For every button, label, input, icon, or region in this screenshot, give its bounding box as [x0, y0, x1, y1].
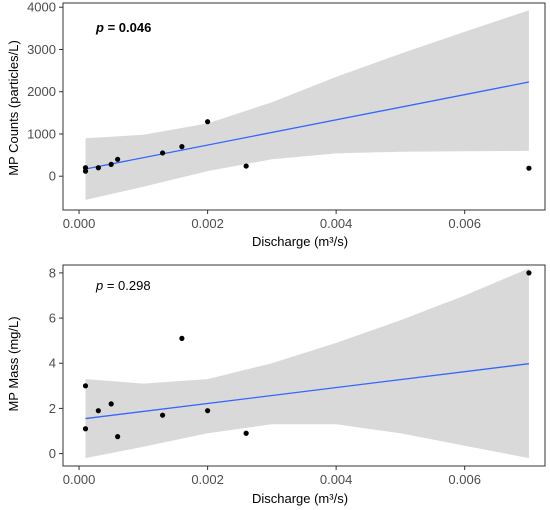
mass-data-point — [108, 401, 114, 407]
counts-x-tick-label: 0.004 — [320, 216, 353, 231]
counts-data-point — [205, 119, 211, 125]
mass-panel-border — [62, 264, 546, 467]
mass-p-value: p = 0.298 — [95, 278, 151, 293]
counts-data-point — [95, 165, 101, 171]
mass-data-point — [115, 434, 121, 440]
counts-y-axis-label: MP Counts (particles/L) — [6, 40, 21, 176]
counts-y-tick-label: 3000 — [27, 42, 56, 57]
counts-data-point — [160, 150, 166, 156]
counts-panel-border — [62, 2, 546, 211]
counts-regression-line — [85, 81, 530, 170]
counts-data-point — [243, 163, 249, 169]
counts-data-point — [179, 144, 185, 150]
mass-x-tick-label: 0.004 — [320, 472, 353, 487]
mass-data-point — [243, 430, 249, 436]
counts-x-tick-label: 0.006 — [448, 216, 481, 231]
mass-data-point — [82, 383, 89, 389]
mass-x-tick-label: 0.006 — [448, 472, 481, 487]
mass-y-axis-label: MP Mass (mg/L) — [6, 316, 21, 411]
mass-regression-line — [85, 363, 530, 420]
mass-data-point — [205, 408, 211, 414]
counts-data-point — [526, 165, 532, 171]
counts-y-tick-label: 4000 — [27, 0, 56, 15]
mass-y-tick-label: 4 — [49, 356, 56, 371]
mass-x-tick-label: 0.002 — [191, 472, 224, 487]
counts-y-tick-label: 0 — [49, 169, 56, 184]
mass-confidence-band — [85, 268, 529, 459]
mass-data-point — [82, 426, 89, 432]
counts-plot-area — [82, 10, 532, 200]
mass-plot-area — [82, 268, 532, 459]
counts-y-tick-label: 1000 — [27, 126, 56, 141]
mass-data-point — [160, 412, 166, 418]
counts-panel: MP Counts (particles/L) Discharge (m³/s)… — [6, 0, 546, 249]
counts-confidence-band — [85, 10, 529, 200]
counts-x-axis-label: Discharge (m³/s) — [252, 234, 348, 249]
mass-data-point — [179, 335, 185, 341]
mass-y-tick-label: 8 — [49, 265, 56, 280]
mass-data-point — [95, 408, 101, 414]
mass-y-tick-label: 0 — [49, 446, 56, 461]
counts-p-value: p = 0.046 — [95, 20, 151, 35]
counts-y-tick-label: 2000 — [27, 84, 56, 99]
mass-x-axis-label: Discharge (m³/s) — [252, 491, 348, 506]
mass-y-tick-label: 2 — [49, 401, 56, 416]
mass-data-point — [526, 270, 532, 276]
mass-panel: MP Mass (mg/L) Discharge (m³/s) p = 0.29… — [6, 264, 546, 506]
counts-data-point — [108, 161, 114, 167]
mass-y-tick-label: 6 — [49, 311, 56, 326]
counts-data-point — [115, 156, 121, 162]
counts-x-tick-label: 0.000 — [63, 216, 96, 231]
counts-x-tick-label: 0.002 — [191, 216, 224, 231]
mass-x-tick-label: 0.000 — [63, 472, 96, 487]
counts-data-point — [82, 168, 89, 174]
